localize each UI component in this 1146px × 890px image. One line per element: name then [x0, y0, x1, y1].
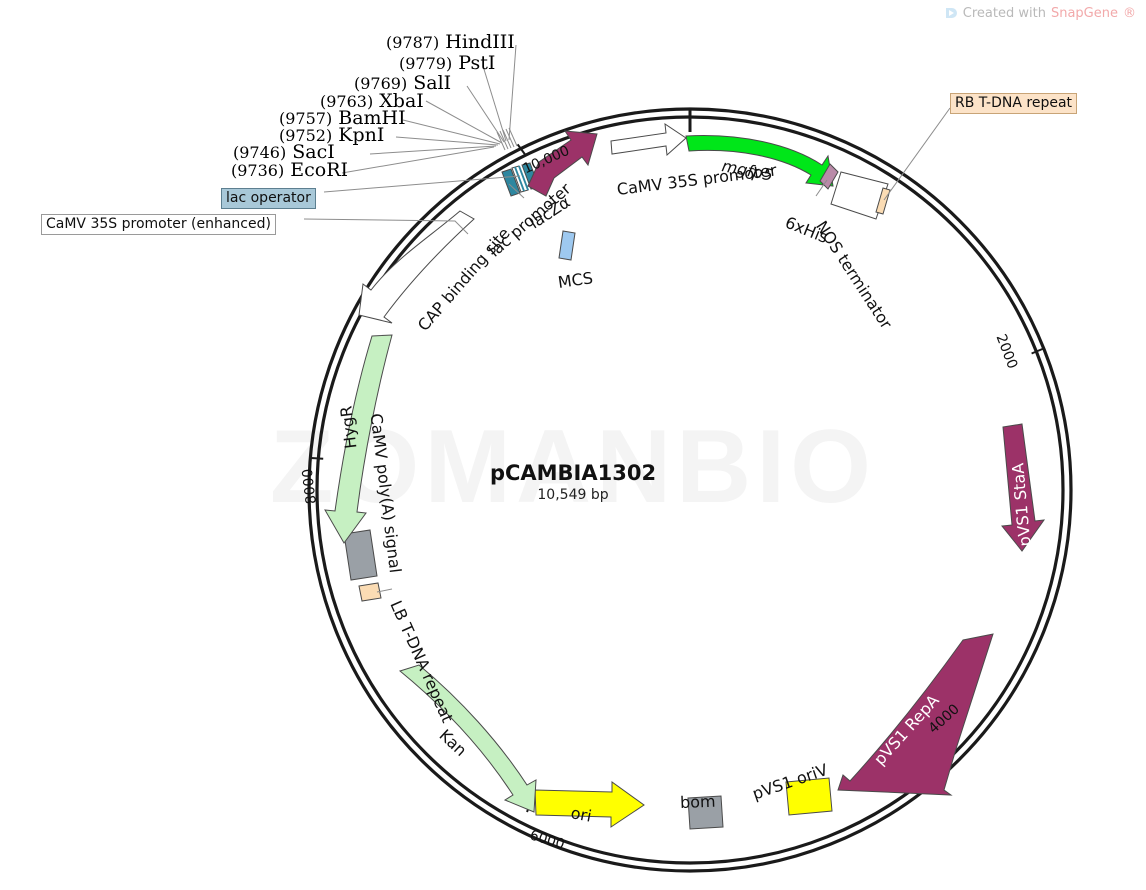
callout-leader-lines	[303, 107, 951, 593]
backbone-outer-circle	[307, 107, 1073, 873]
feature-mgfp5[interactable]	[685, 135, 834, 187]
feature-camv-35s-promoter[interactable]	[610, 122, 687, 157]
feature-ori[interactable]	[534, 781, 645, 828]
enzyme-saci[interactable]: (9746) SacI	[233, 141, 335, 163]
feature-lb-tdna-repeat[interactable]	[358, 582, 382, 602]
enzyme-name: BamHI	[338, 107, 406, 129]
enzyme-kpni[interactable]: (9752) KpnI	[279, 124, 384, 146]
enzyme-name: XbaI	[379, 90, 424, 112]
snapgene-brand-text: SnapGene	[1050, 6, 1118, 21]
enzyme-position: (9763)	[320, 92, 374, 111]
label-ori[interactable]: ori	[569, 803, 594, 826]
feature-mcs[interactable]	[558, 230, 576, 261]
enzyme-bamhi[interactable]: (9757) BamHI	[279, 107, 406, 129]
enzyme-position: (9787)	[386, 33, 440, 52]
feature-hygr[interactable]	[324, 334, 393, 544]
enzyme-name: PstI	[458, 52, 496, 74]
feature-pvs1-repa[interactable]	[837, 633, 994, 796]
callout-rb-tdna-repeat[interactable]: RB T-DNA repeat	[950, 93, 1078, 114]
enzyme-hindiii[interactable]: (9787) HindIII	[386, 31, 515, 53]
feature-pvs1-staa[interactable]	[1001, 423, 1046, 552]
plasmid-size: 10,549 bp	[537, 487, 609, 503]
registered-mark: ®	[1123, 6, 1136, 21]
enzyme-name: SacI	[292, 141, 335, 163]
feature-cap-binding-site[interactable]	[358, 210, 475, 324]
enzyme-position: (9769)	[354, 74, 408, 93]
feature-bom[interactable]	[687, 795, 724, 830]
feature-pvs1-oriv[interactable]	[785, 777, 833, 816]
plasmid-title: pCAMBIA1302	[489, 461, 657, 485]
enzyme-name: KpnI	[338, 124, 385, 146]
enzyme-xbai[interactable]: (9763) XbaI	[320, 90, 424, 112]
feature-6xhis[interactable]	[819, 163, 839, 190]
snapgene-logo-icon	[944, 7, 958, 21]
feature-nos-terminator[interactable]	[830, 171, 889, 220]
feature-lacz-alpha[interactable]	[527, 130, 598, 197]
snapgene-attribution: Created with SnapGene ®	[944, 6, 1136, 21]
enzyme-name: HindIII	[445, 31, 515, 53]
enzyme-position: (9752)	[279, 126, 333, 145]
enzyme-position: (9746)	[233, 143, 287, 162]
callout-lac-operator[interactable]: lac operator	[221, 188, 316, 209]
enzyme-position: (9736)	[231, 161, 285, 180]
label-bom[interactable]: bom	[679, 791, 716, 812]
enzyme-ecori[interactable]: (9736) EcoRI	[231, 159, 348, 181]
feature-kan[interactable]	[398, 664, 537, 813]
enzyme-position: (9757)	[279, 109, 333, 128]
feature-camv-polya-signal[interactable]	[343, 529, 378, 581]
enzyme-leader-lines	[341, 44, 518, 174]
enzyme-psti[interactable]: (9779) PstI	[399, 52, 495, 74]
feature-lac-promoter[interactable]	[501, 168, 521, 197]
feature-lac-operator[interactable]	[511, 162, 540, 193]
enzyme-sali[interactable]: (9769) SalI	[354, 72, 451, 94]
created-with-text: Created with	[962, 6, 1046, 21]
enzyme-name: SalI	[413, 72, 452, 94]
enzyme-name: EcoRI	[290, 159, 349, 181]
callout-camv-35s-enhanced[interactable]: CaMV 35S promoter (enhanced)	[41, 214, 276, 235]
feature-rb-tdna-repeat[interactable]	[875, 187, 891, 215]
enzyme-position: (9779)	[399, 54, 453, 73]
